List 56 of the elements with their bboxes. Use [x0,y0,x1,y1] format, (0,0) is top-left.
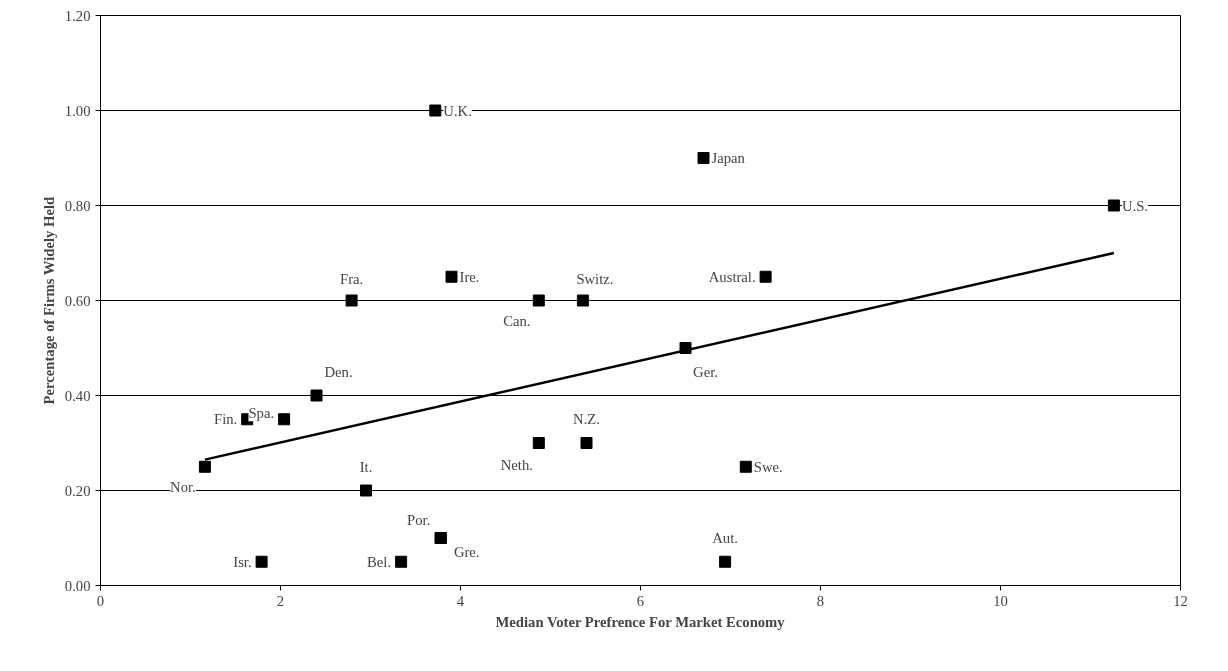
annotation: Isr. [233,553,252,570]
annotation: Por. [407,512,431,528]
annotation: Spa. [248,405,275,422]
point [739,460,752,473]
annotation: N.Z. [573,411,600,427]
annotation: Aut. [712,529,738,546]
y-tick-label: 0.00 [64,577,91,594]
point [576,294,589,307]
x-tick-label: 10 [993,592,1008,609]
annotation: Gre. [453,544,480,560]
point [532,294,545,307]
annotation: Swe. [753,458,783,475]
x-tick-label: 8 [816,592,825,609]
annotation: It. [359,458,373,475]
annotation: Fra. [340,270,364,287]
x-tick-label: 2 [276,592,285,609]
point [255,555,268,568]
point [395,555,408,568]
point [445,270,458,283]
y-tick-label: 1.20 [64,7,91,24]
annotation: U.K. [443,102,472,119]
point [198,460,211,473]
point [532,437,545,449]
annotation: Bel. [367,553,392,570]
annotation: Nor. [170,478,196,495]
point [360,484,372,497]
y-tick-label: 0.80 [64,197,91,214]
point [759,270,772,283]
point [1107,199,1120,212]
x-tick-label: 6 [636,592,645,609]
y-tick-label: 0.40 [64,387,91,404]
point [697,152,710,164]
point [580,437,593,449]
x-tick-label: 12 [1173,592,1188,609]
annotation: Austral. [708,268,756,285]
point [429,104,442,117]
point [310,389,323,402]
x-tick-label: 4 [456,592,465,609]
annotation: U.S. [1121,197,1148,214]
point [719,555,732,568]
point [345,294,358,307]
annotation: Den. [324,363,353,380]
point [278,413,291,426]
annotation: Japan [711,150,746,166]
y-tick-label: 1.00 [64,102,91,119]
y-axis-title: Percentage of Firms Widely Held [40,196,57,405]
annotation: Neth. [500,457,533,473]
annotation: Ger. [693,364,718,380]
y-tick-label: 0.60 [64,292,91,309]
annotation: Ire. [459,268,480,285]
annotation: Can. [503,312,531,329]
x-tick-label: 0 [96,592,105,609]
x-axis-title: Median Voter Prefrence For Market Economy [495,613,786,630]
y-tick-label: 0.20 [64,482,91,499]
annotation: Fin. [213,411,238,428]
annotation: Switz. [576,270,614,287]
